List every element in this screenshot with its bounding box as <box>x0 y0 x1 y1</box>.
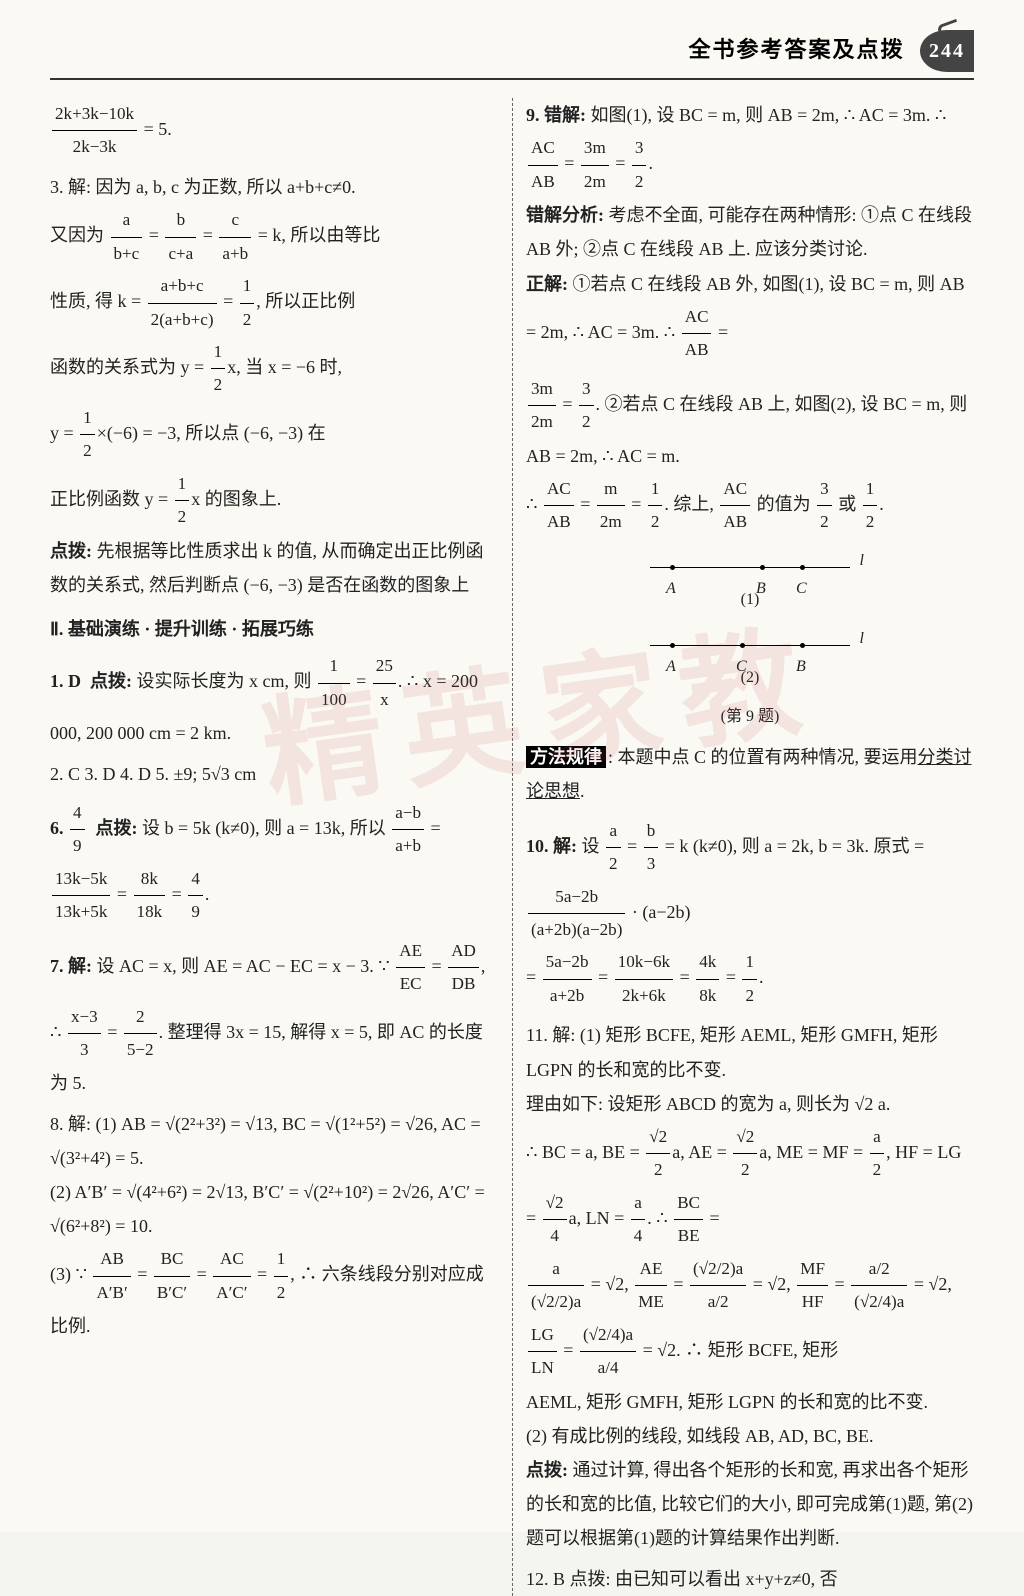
q11f: AEML, 矩形 GMFH, 矩形 LGPN 的长和宽的比不变. <box>526 1385 974 1419</box>
q7: 7. 解: 设 AC = x, 则 AE = AC − EC = x − 3. … <box>50 935 498 1101</box>
q9d: 3m2m = 32. ②若点 C 在线段 AB 上, 如图(2), 设 BC =… <box>526 373 974 473</box>
method-tag: 方法规律 <box>526 746 606 768</box>
q11e: LGLN = (√2/4)aa/4 = √2. ∴ 矩形 BCFE, 矩形 <box>526 1319 974 1385</box>
page-number-badge: 244 <box>920 30 974 72</box>
q3-l4: 函数的关系式为 y = 12x, 当 x = −6 时, <box>50 336 498 402</box>
fig2-caption: (2) <box>526 663 974 693</box>
q9b: 错解分析: 考虑不全面, 可能存在两种情形: ①点 C 在线段 AB 外; ②点… <box>526 198 974 266</box>
method-box: 方法规律: 本题中点 C 的位置有两种情况, 要运用分类讨论思想. <box>526 740 974 808</box>
q11d: a(√2/2)a = √2, AEME = (√2/2)aa/2 = √2, M… <box>526 1253 974 1319</box>
figure-title: (第 9 题) <box>526 702 974 732</box>
q8b: (2) A′B′ = √(4²+6²) = 2√13, B′C′ = √(2²+… <box>50 1175 498 1243</box>
q1: 1. D 点拨: 设实际长度为 x cm, 则 1100 = 25x. ∴ x … <box>50 650 498 750</box>
header-title: 全书参考答案及点拨 <box>688 37 904 62</box>
q11c: ∴ BC = a, BE = √22a, AE = √22a, ME = MF … <box>526 1121 974 1253</box>
q3-l3: 性质, 得 k = a+b+c2(a+b+c) = 12, 所以正比例 <box>50 270 498 336</box>
section-2-title: Ⅱ. 基础演练 · 提升训练 · 拓展巧练 <box>50 612 498 646</box>
page: 全书参考答案及点拨 244 精英家教 2k+3k−10k2k−3k = 5. 3… <box>0 0 1024 1532</box>
q3-tip: 点拨: 先根据等比性质求出 k 的值, 从而确定出正比例函数的关系式, 然后判断… <box>50 534 498 602</box>
page-header: 全书参考答案及点拨 244 <box>50 30 974 80</box>
fig1-caption: (1) <box>526 585 974 615</box>
frac: 2k+3k−10k2k−3k <box>52 98 137 164</box>
method-text: : 本题中点 C 的位置有两种情况, 要运用 <box>608 747 918 767</box>
q11: 11. 解: (1) 矩形 BCFE, 矩形 AEML, 矩形 GMFH, 矩形… <box>526 1018 974 1555</box>
q9-right: 3m2m = 32. ②若点 C 在线段 AB 上, 如图(2), 设 BC =… <box>526 373 974 539</box>
q10: 10. 解: 设 a2 = b3 = k (k≠0), 则 a = 2k, b … <box>526 815 974 1013</box>
q8a: 8. 解: (1) AB = √(2²+3²) = √13, BC = √(1²… <box>50 1107 498 1175</box>
q11tip: 点拨: 通过计算, 得出各个矩形的长和宽, 再求出各个矩形的长和宽的比值, 比较… <box>526 1453 974 1556</box>
q3: 3. 解: 因为 a, b, c 为正数, 所以 a+b+c≠0. 又因为 ab… <box>50 170 498 602</box>
q11b: 理由如下: 设矩形 ABCD 的宽为 a, 则长为 √2 a. <box>526 1087 974 1121</box>
q10a: 10. 解: 设 a2 = b3 = k (k≠0), 则 a = 2k, b … <box>526 815 974 947</box>
q9e: ∴ ACAB = m2m = 12. 综上, ACAB 的值为 32 或 12. <box>526 473 974 539</box>
q12: 12. B 点拨: 由已知可以看出 x+y+z≠0, 否 <box>526 1562 974 1596</box>
expr-pre: 2k+3k−10k2k−3k = 5. <box>50 98 498 164</box>
q9c: 正解: ①若点 C 在线段 AB 外, 如图(1), 设 BC = m, 则 A… <box>526 267 974 367</box>
q10b: = 5a−2ba+2b = 10k−6k2k+6k = 4k8k = 12. <box>526 946 974 1012</box>
q9a: 9. 错解: 如图(1), 设 BC = m, 则 AB = 2m, ∴ AC … <box>526 98 974 198</box>
q3-l2: 又因为 ab+c = bc+a = ca+b = k, 所以由等比 <box>50 204 498 270</box>
q11a: 11. 解: (1) 矩形 BCFE, 矩形 AEML, 矩形 GMFH, 矩形… <box>526 1018 974 1086</box>
figure-2: A C B l (2) <box>526 623 974 694</box>
figure-1: A B C l (1) <box>526 545 974 616</box>
q3-l6: 正比例函数 y = 12x 的图象上. <box>50 468 498 534</box>
q8c: (3) ∵ ABA′B′ = BCB′C′ = ACA′C′ = 12, ∴ 六… <box>50 1243 498 1343</box>
q6: 6. 49 点拨: 设 b = 5k (k≠0), 则 a = 13k, 所以 … <box>50 797 498 929</box>
q2to5: 2. C 3. D 4. D 5. ±9; 5√3 cm <box>50 757 498 791</box>
q3-l5: y = 12×(−6) = −3, 所以点 (−6, −3) 在 <box>50 402 498 468</box>
content-columns: 2k+3k−10k2k−3k = 5. 3. 解: 因为 a, b, c 为正数… <box>50 98 974 1596</box>
q3-l1: 3. 解: 因为 a, b, c 为正数, 所以 a+b+c≠0. <box>50 170 498 204</box>
q8: 8. 解: (1) AB = √(2²+3²) = √13, BC = √(1²… <box>50 1107 498 1344</box>
q11g: (2) 有成比例的线段, 如线段 AB, AD, BC, BE. <box>526 1419 974 1453</box>
q9-left: 9. 错解: 如图(1), 设 BC = m, 则 AB = 2m, ∴ AC … <box>526 98 974 367</box>
